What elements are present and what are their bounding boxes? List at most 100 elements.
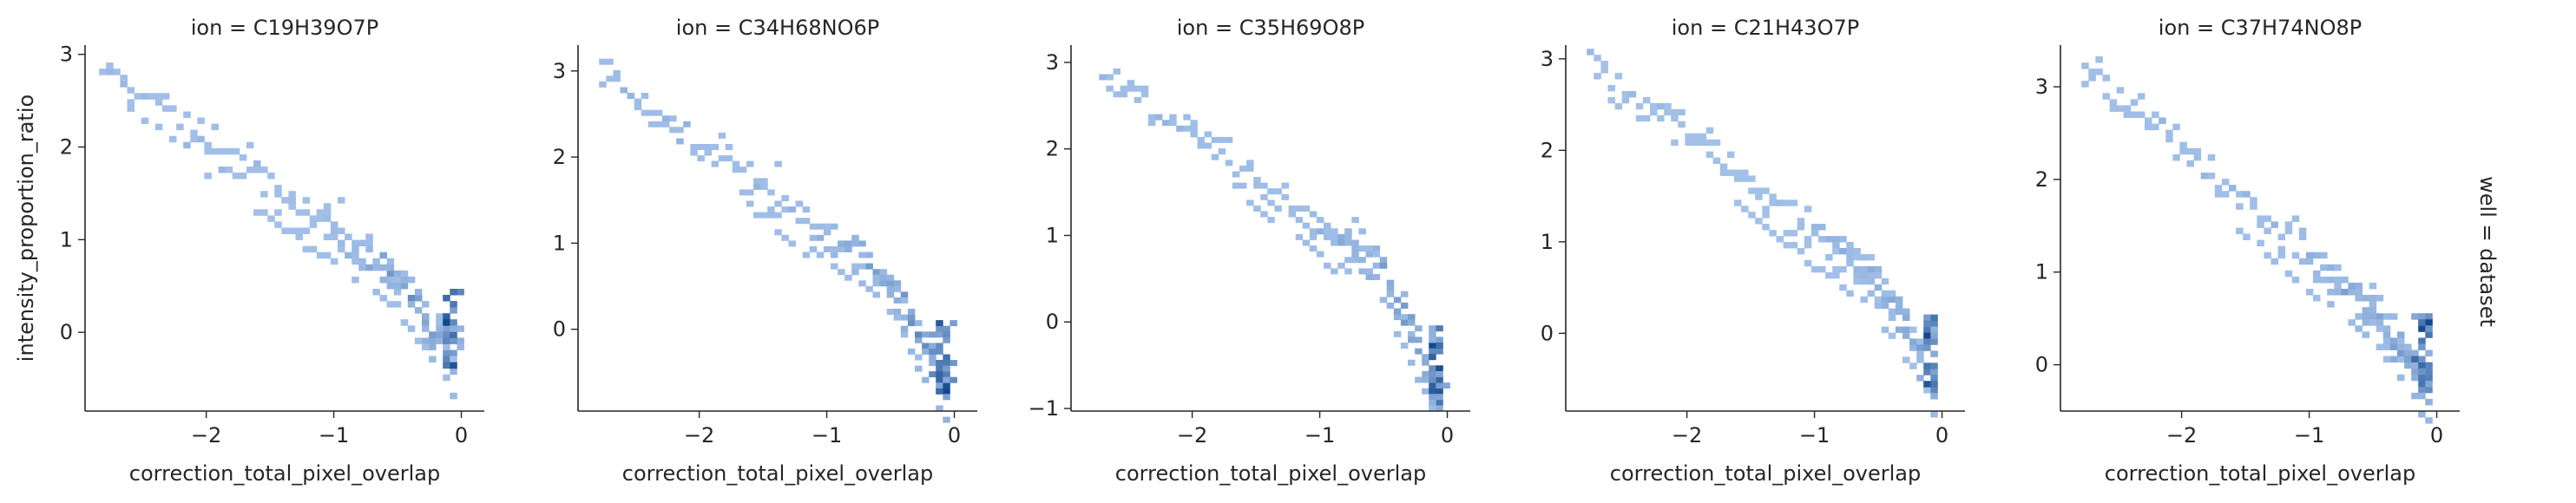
hist-cell [2207, 154, 2216, 161]
hist-cell [176, 123, 184, 131]
hist-cell [2362, 313, 2370, 320]
hist-cell [1825, 271, 1833, 279]
y-tick-label: 2 [1541, 138, 1554, 162]
hist-cell [1881, 296, 1889, 304]
hist-cell [358, 264, 366, 271]
hist-cell [2425, 417, 2433, 424]
hist-cell [1734, 199, 1742, 206]
hist-cell [2355, 313, 2362, 320]
hist-cell [1351, 239, 1359, 246]
hist-cell [943, 376, 950, 383]
hist-cell [1853, 248, 1861, 255]
hist-cell [1642, 96, 1651, 104]
hist-cell [204, 147, 212, 155]
hist-cell [1422, 388, 1429, 395]
hist-cell [1923, 344, 1931, 351]
hist-cell [183, 111, 191, 118]
hist-cell [330, 221, 338, 228]
hist-cell [1190, 120, 1198, 127]
hist-cell [1769, 230, 1777, 237]
hist-cell [1930, 314, 1938, 321]
hist-cell [274, 221, 282, 228]
hist-cell [457, 325, 464, 332]
hist-cell [1436, 365, 1443, 372]
hist-cell [1635, 114, 1644, 122]
hist-cell [414, 337, 423, 344]
y-tick-label: 0 [553, 317, 566, 342]
hist-cell [365, 245, 373, 253]
hist-cell [1685, 133, 1692, 140]
hist-cell [851, 263, 859, 270]
hist-cell [1429, 354, 1436, 361]
hist-cell [154, 93, 163, 100]
hist-cell [2369, 295, 2377, 302]
hist-cell [1748, 187, 1756, 194]
hist-cell [232, 173, 240, 180]
hist-cell [1393, 330, 1402, 337]
hist-cell [2152, 111, 2159, 118]
hist-cell [365, 233, 373, 240]
hist-cell [1832, 271, 1840, 279]
hist-cell [450, 362, 457, 369]
hist-cell [288, 197, 296, 204]
hist-cell [190, 129, 198, 137]
hist-cell [1372, 274, 1381, 280]
hist-cell [2229, 185, 2237, 192]
hist-cell [1106, 74, 1114, 81]
hist-cell [865, 285, 873, 292]
hist-cell [1337, 239, 1345, 246]
hist-cell [788, 240, 796, 247]
hist-cell [1755, 193, 1763, 200]
hist-cell [190, 135, 198, 143]
hist-cell [1260, 182, 1268, 189]
hist-cell [1386, 302, 1395, 309]
hist-cell [372, 264, 380, 271]
x-axis-label: correction_total_pixel_overlap [622, 461, 933, 486]
hist-cell [654, 121, 663, 127]
hist-cell [1755, 218, 1763, 225]
hist-cell [2179, 141, 2187, 149]
hist-cell [2404, 343, 2412, 350]
hist-cell [154, 123, 163, 131]
hist-cell [1436, 405, 1443, 412]
hist-cell [1650, 108, 1658, 116]
panel-title: ion = C37H74NO8P [2159, 16, 2362, 40]
facet-panel: −2 −1 0 −1 0 1 2 3 ion = C35H69O8P correction_tot… [1028, 16, 1470, 486]
hist-cell [1818, 236, 1826, 243]
hist-cell [2095, 69, 2103, 75]
hist-cell [1218, 136, 1226, 143]
hist-cell [929, 360, 936, 366]
hist-cell [809, 223, 818, 230]
hist-cell [450, 349, 457, 356]
hist-cell [1344, 239, 1352, 246]
y-tick-label: 0 [1541, 321, 1554, 345]
hist-cell [1295, 217, 1304, 224]
hist-cell [915, 354, 923, 361]
hist-cell [2298, 258, 2307, 265]
hist-cell [2411, 313, 2419, 320]
hist-cell [1621, 91, 1630, 98]
hist-cell [1923, 320, 1931, 327]
hist-cell [669, 127, 677, 134]
hist-cell [386, 264, 395, 271]
x-tick-label: −2 [1672, 423, 1702, 447]
hist-cell [1657, 102, 1665, 110]
hist-cell [2397, 374, 2405, 382]
hist-cell [936, 365, 943, 372]
hist-cell [141, 117, 149, 124]
hist-cell [704, 149, 712, 156]
hist-cell [1408, 330, 1416, 337]
hist-cell [2418, 356, 2426, 363]
hist-cell [1162, 120, 1170, 127]
hist-cell [2355, 289, 2362, 296]
hist-cell [1790, 242, 1798, 249]
hist-cell [1692, 139, 1699, 147]
hist-cell [1422, 370, 1429, 377]
hist-cell [1324, 228, 1331, 235]
hist-cell [1190, 125, 1198, 132]
hist-cell [1846, 248, 1854, 255]
hist-cell [1147, 114, 1156, 121]
hist-cell [1120, 91, 1128, 98]
hist-cell [774, 160, 782, 167]
hist-cell [2376, 325, 2384, 332]
